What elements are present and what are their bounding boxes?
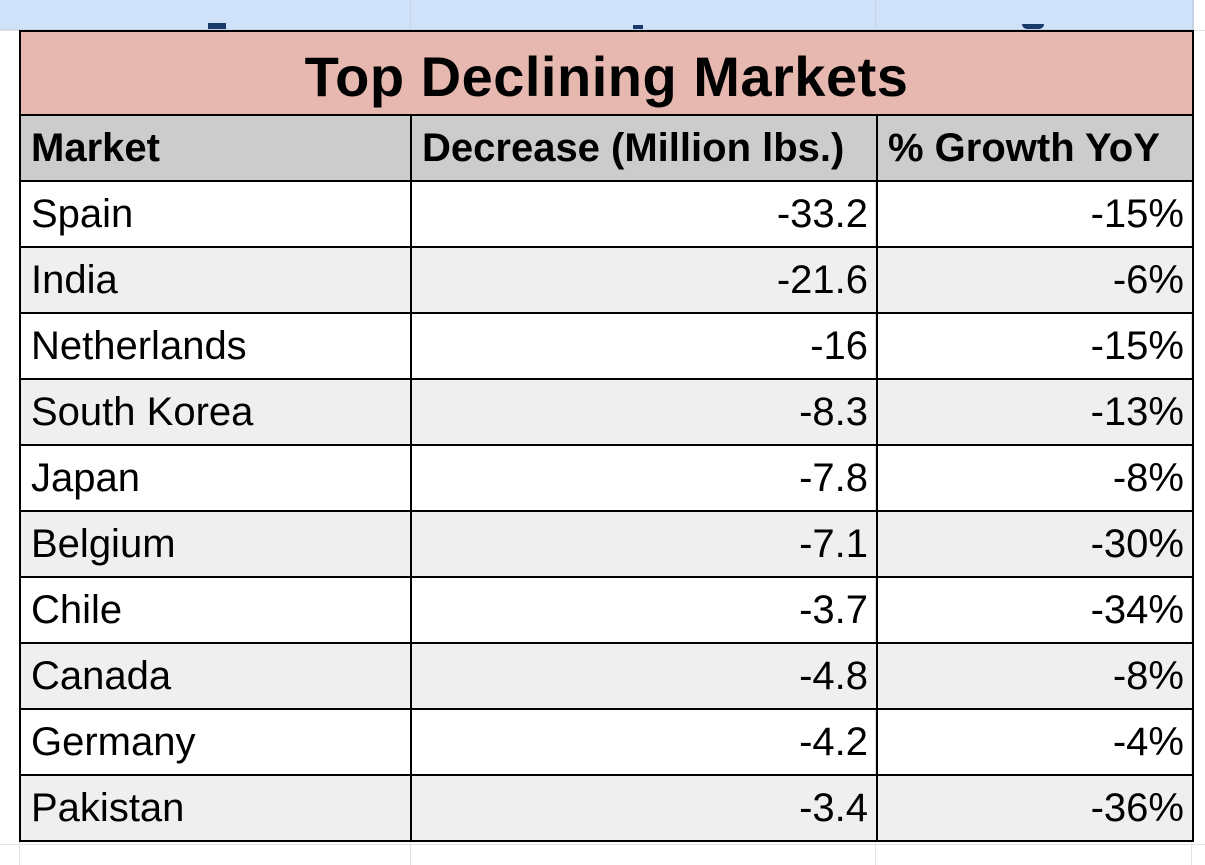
decrease-cell[interactable]: -16 — [410, 312, 878, 380]
column-header-market[interactable]: Market — [19, 114, 412, 182]
table-row: Germany -4.2 -4% — [19, 708, 1194, 776]
table-row: South Korea -8.3 -13% — [19, 378, 1194, 446]
table-row: Pakistan -3.4 -36% — [19, 774, 1194, 842]
market-cell[interactable]: India — [19, 246, 412, 314]
table-row: Spain -33.2 -15% — [19, 180, 1194, 248]
header-row: Market Decrease (Million lbs.) % Growth … — [19, 114, 1194, 182]
market-cell[interactable]: Japan — [19, 444, 412, 512]
decrease-cell[interactable]: -7.1 — [410, 510, 878, 578]
growth-cell[interactable]: -13% — [876, 378, 1194, 446]
cut-off-text — [633, 25, 643, 29]
market-cell[interactable]: Germany — [19, 708, 412, 776]
growth-cell[interactable]: -34% — [876, 576, 1194, 644]
market-cell[interactable]: Netherlands — [19, 312, 412, 380]
decrease-cell[interactable]: -4.2 — [410, 708, 878, 776]
table-title[interactable]: Top Declining Markets — [19, 30, 1194, 116]
top-partial-cell[interactable] — [876, 0, 1194, 30]
table-row: Japan -7.8 -8% — [19, 444, 1194, 512]
table-row: Belgium -7.1 -30% — [19, 510, 1194, 578]
market-cell[interactable]: Belgium — [19, 510, 412, 578]
top-partial-row — [0, 0, 1205, 30]
grid-row-line — [0, 844, 1205, 845]
growth-cell[interactable]: -15% — [876, 312, 1194, 380]
growth-cell[interactable]: -6% — [876, 246, 1194, 314]
growth-cell[interactable]: -30% — [876, 510, 1194, 578]
growth-cell[interactable]: -15% — [876, 180, 1194, 248]
growth-cell[interactable]: -8% — [876, 444, 1194, 512]
market-cell[interactable]: Pakistan — [19, 774, 412, 842]
column-header-decrease[interactable]: Decrease (Million lbs.) — [410, 114, 878, 182]
cut-off-text — [208, 23, 226, 29]
table-row: India -21.6 -6% — [19, 246, 1194, 314]
growth-cell[interactable]: -36% — [876, 774, 1194, 842]
decrease-cell[interactable]: -21.6 — [410, 246, 878, 314]
cut-off-text — [1022, 24, 1044, 29]
decrease-cell[interactable]: -7.8 — [410, 444, 878, 512]
column-header-growth[interactable]: % Growth YoY — [876, 114, 1194, 182]
market-cell[interactable]: Chile — [19, 576, 412, 644]
top-partial-cell[interactable] — [411, 0, 877, 30]
decrease-cell[interactable]: -3.4 — [410, 774, 878, 842]
growth-cell[interactable]: -8% — [876, 642, 1194, 710]
decrease-cell[interactable]: -33.2 — [410, 180, 878, 248]
table-row: Canada -4.8 -8% — [19, 642, 1194, 710]
table-row: Chile -3.7 -34% — [19, 576, 1194, 644]
market-cell[interactable]: South Korea — [19, 378, 412, 446]
growth-cell[interactable]: -4% — [876, 708, 1194, 776]
decrease-cell[interactable]: -8.3 — [410, 378, 878, 446]
decrease-cell[interactable]: -3.7 — [410, 576, 878, 644]
market-cell[interactable]: Spain — [19, 180, 412, 248]
table-row: Netherlands -16 -15% — [19, 312, 1194, 380]
market-cell[interactable]: Canada — [19, 642, 412, 710]
top-partial-cell[interactable] — [0, 0, 412, 30]
declining-markets-table: Top Declining Markets Market Decrease (M… — [19, 30, 1194, 842]
decrease-cell[interactable]: -4.8 — [410, 642, 878, 710]
